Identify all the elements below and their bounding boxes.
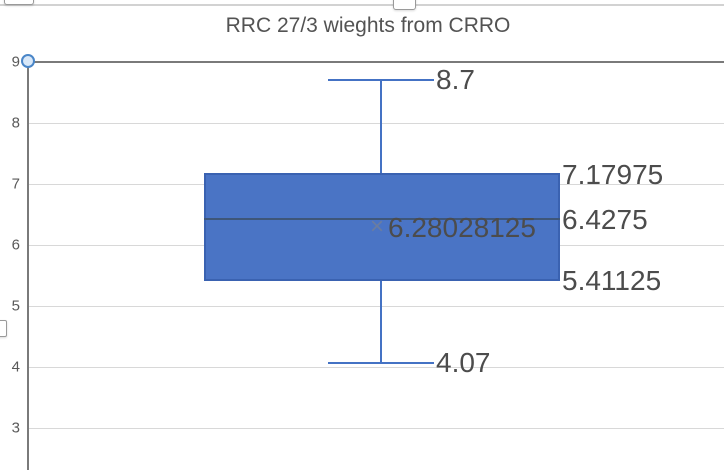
gridline-3 bbox=[28, 428, 724, 429]
median-line[interactable] bbox=[204, 218, 560, 220]
gridline-8 bbox=[28, 123, 724, 124]
y-tick-label-9: 9 bbox=[11, 53, 20, 71]
data-label-mean[interactable]: 6.28028125 bbox=[388, 212, 536, 243]
lower-whisker-line[interactable] bbox=[380, 281, 382, 363]
lower-whisker-cap[interactable] bbox=[328, 362, 434, 364]
data-label-max[interactable]: 8.7 bbox=[436, 64, 475, 95]
y-tick-label-7: 7 bbox=[11, 175, 20, 193]
upper-whisker-line[interactable] bbox=[380, 80, 382, 173]
data-label-q3[interactable]: 7.17975 bbox=[562, 159, 664, 190]
gridline-5 bbox=[28, 306, 724, 307]
box[interactable] bbox=[204, 173, 560, 281]
chart-frame-border bbox=[0, 4, 724, 6]
y-tick-label-8: 8 bbox=[11, 114, 20, 132]
y-tick-label-4: 4 bbox=[11, 358, 20, 376]
resize-handle-left-mid[interactable] bbox=[0, 320, 7, 337]
data-label-min[interactable]: 4.07 bbox=[436, 347, 491, 378]
y-tick-label-6: 6 bbox=[11, 236, 20, 254]
selection-handle-circle[interactable] bbox=[21, 54, 35, 68]
mean-marker-icon[interactable]: × bbox=[370, 213, 385, 241]
data-label-median[interactable]: 6.4275 bbox=[562, 204, 648, 235]
gridline-4 bbox=[28, 367, 724, 368]
y-axis-line[interactable] bbox=[27, 61, 29, 470]
data-label-q1[interactable]: 5.41125 bbox=[562, 265, 662, 296]
gridline-9 bbox=[28, 61, 724, 63]
chart-title[interactable]: RRC 27/3 wieghts from CRRO bbox=[225, 14, 511, 37]
y-tick-label-3: 3 bbox=[11, 419, 20, 437]
resize-handle-top-mid[interactable] bbox=[393, 0, 416, 10]
y-tick-label-5: 5 bbox=[11, 297, 20, 315]
resize-handle-top-left[interactable] bbox=[4, 0, 34, 5]
